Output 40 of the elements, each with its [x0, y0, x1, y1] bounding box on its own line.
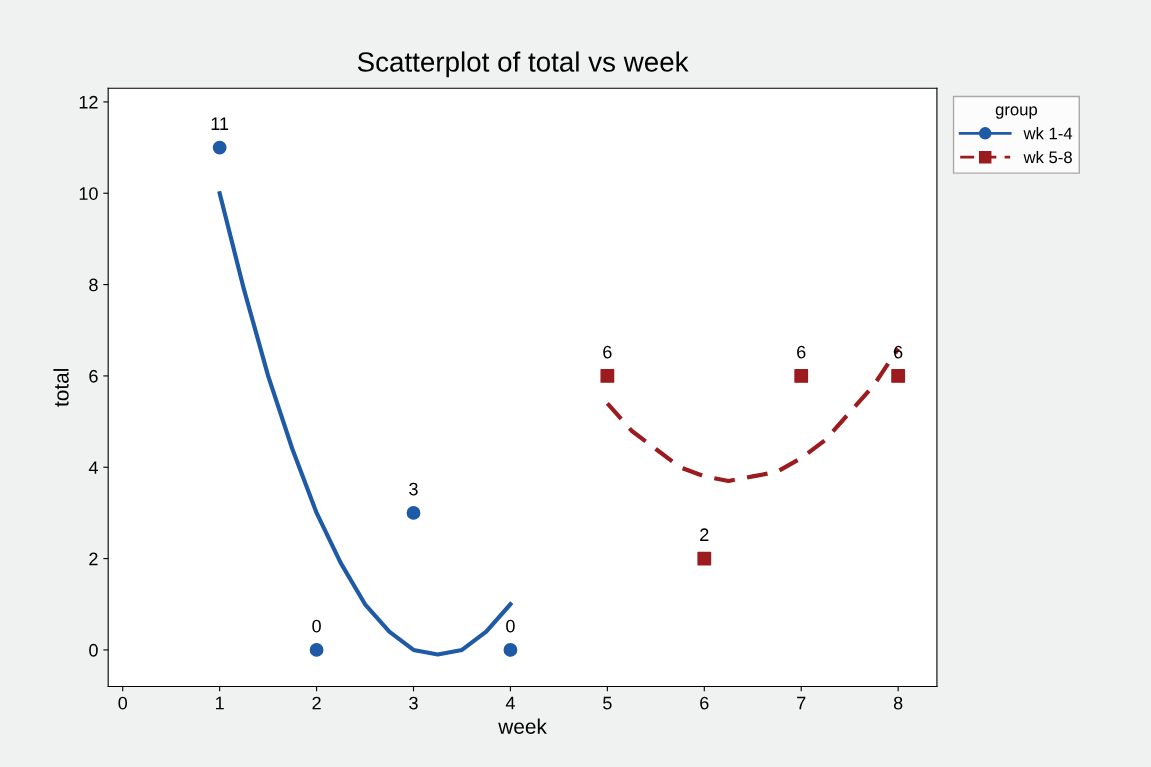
x-tick-label: 2	[312, 696, 321, 710]
x-tick-label: 5	[603, 696, 612, 710]
x-tick-label: 6	[700, 696, 709, 710]
y-tick-label: 8	[89, 278, 98, 292]
point	[406, 506, 421, 520]
data-label: 0	[506, 619, 515, 633]
data-label: 6	[894, 345, 903, 359]
y-tick-label: 4	[88, 461, 98, 474]
data-label: 3	[409, 482, 418, 496]
line-series	[605, 346, 901, 484]
y-tick-label: 10	[79, 187, 98, 200]
point	[600, 369, 615, 383]
y-axis-title: total	[53, 369, 69, 407]
point	[503, 643, 518, 657]
legend-title: group	[995, 106, 1038, 119]
y-tick-label: 6	[89, 369, 98, 383]
legend-label: wk 5-8	[1023, 150, 1072, 164]
point	[891, 369, 906, 383]
data-label: 0	[312, 619, 321, 633]
x-axis-title: week	[498, 718, 547, 734]
legend-label: wk 1-4	[1023, 127, 1073, 140]
data-label: 11	[211, 117, 229, 130]
x-tick-label: 1	[216, 696, 224, 710]
data-label: 2	[700, 528, 709, 541]
x-tick-label: 4	[505, 696, 515, 710]
point	[697, 551, 712, 566]
chart-title: Scatterplot of total vs week	[357, 51, 689, 78]
y-tick-label: 12	[79, 95, 98, 109]
x-tick-label: 0	[118, 696, 128, 710]
point	[309, 643, 324, 657]
point	[212, 140, 227, 155]
y-tick-label: 0	[89, 643, 98, 657]
x-tick-label: 7	[797, 696, 806, 710]
x-tick-label: 3	[409, 696, 418, 710]
data-label: 6	[603, 345, 612, 359]
line-series	[217, 191, 513, 657]
x-tick-label: 8	[893, 696, 903, 710]
point	[794, 369, 809, 383]
y-tick-label: 2	[89, 552, 98, 566]
data-label: 6	[797, 345, 806, 359]
